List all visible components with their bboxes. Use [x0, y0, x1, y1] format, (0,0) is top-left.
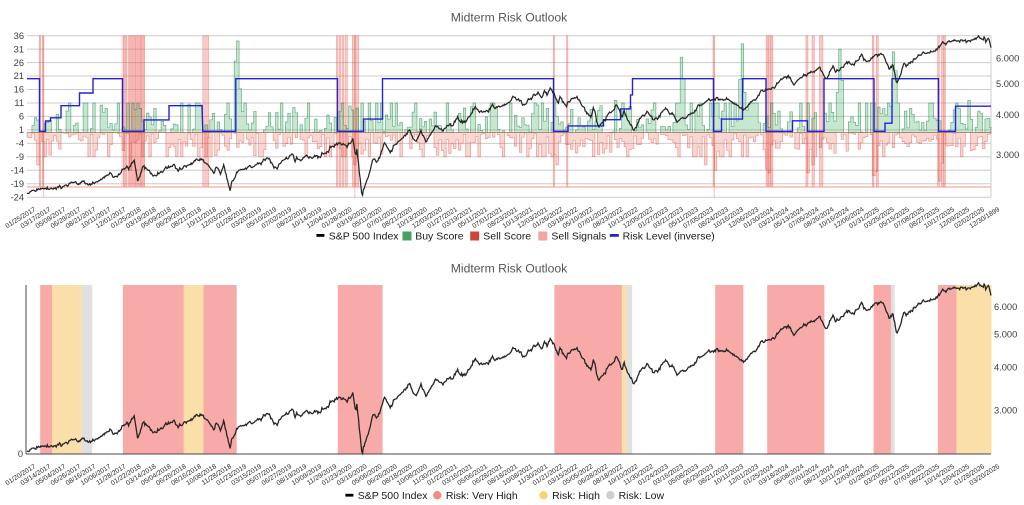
svg-text:4.000: 4.000	[994, 363, 1017, 373]
svg-text:Sell Signals: Sell Signals	[551, 231, 606, 243]
svg-text:4.000: 4.000	[996, 110, 1019, 120]
svg-text:S&P 500 Index: S&P 500 Index	[358, 490, 429, 500]
svg-text:11: 11	[14, 98, 24, 108]
svg-text:6.000: 6.000	[994, 302, 1017, 312]
svg-text:Midterm Risk Outlook: Midterm Risk Outlook	[451, 10, 568, 24]
svg-text:-24: -24	[11, 192, 24, 202]
svg-text:S&P 500 Index: S&P 500 Index	[329, 231, 400, 243]
svg-text:0: 0	[18, 449, 23, 459]
svg-text:Sell Score: Sell Score	[483, 231, 531, 243]
svg-text:-14: -14	[11, 166, 24, 176]
svg-text:-19: -19	[11, 179, 24, 189]
svg-text:36: 36	[14, 31, 24, 41]
svg-text:6.000: 6.000	[996, 54, 1019, 64]
svg-text:Buy Score: Buy Score	[415, 231, 464, 243]
svg-text:Risk Level (inverse): Risk Level (inverse)	[623, 231, 715, 243]
svg-text:-9: -9	[16, 152, 24, 162]
svg-text:5.000: 5.000	[996, 79, 1019, 89]
svg-text:26: 26	[14, 58, 24, 68]
svg-text:3.000: 3.000	[996, 150, 1019, 160]
svg-text:Midterm Risk Outlook: Midterm Risk Outlook	[451, 261, 568, 275]
svg-text:3.000: 3.000	[994, 405, 1017, 415]
svg-text:Risk: High: Risk: High	[552, 490, 600, 500]
svg-text:5.000: 5.000	[994, 329, 1017, 339]
svg-text:-4: -4	[16, 139, 24, 149]
svg-text:1: 1	[19, 125, 24, 135]
svg-text:21: 21	[14, 71, 24, 81]
svg-text:6: 6	[19, 112, 24, 122]
svg-text:Risk: Very High: Risk: Very High	[446, 490, 518, 500]
svg-text:31: 31	[14, 44, 24, 54]
svg-text:16: 16	[14, 85, 24, 95]
svg-text:Risk: Low: Risk: Low	[619, 490, 665, 500]
